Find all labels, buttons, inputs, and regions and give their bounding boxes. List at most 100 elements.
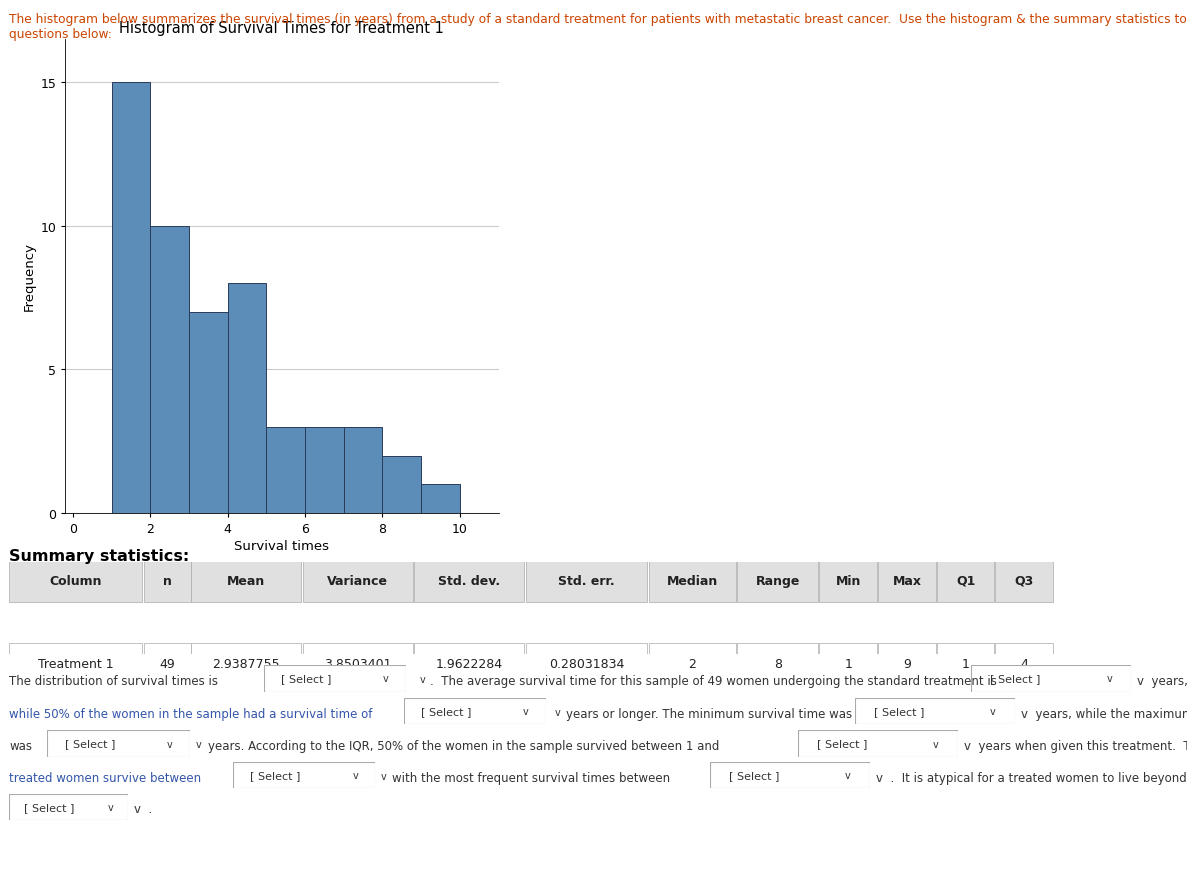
Text: 2.9387755: 2.9387755 <box>212 657 280 670</box>
Text: Treatment 1: Treatment 1 <box>38 657 114 670</box>
FancyBboxPatch shape <box>819 643 877 684</box>
Text: Column: Column <box>50 574 102 587</box>
Text: Std. err.: Std. err. <box>558 574 615 587</box>
Text: v: v <box>353 770 358 781</box>
Text: v: v <box>196 739 202 749</box>
Text: [ Select ]: [ Select ] <box>817 738 868 749</box>
FancyBboxPatch shape <box>47 730 190 757</box>
Bar <box>305 428 344 514</box>
Text: .  The average survival time for this sample of 49 women undergoing the standard: . The average survival time for this sam… <box>430 674 997 687</box>
Text: v: v <box>933 738 939 749</box>
FancyBboxPatch shape <box>233 762 375 788</box>
FancyBboxPatch shape <box>649 558 736 602</box>
FancyBboxPatch shape <box>264 666 406 692</box>
FancyBboxPatch shape <box>649 643 736 684</box>
Text: v: v <box>420 674 426 684</box>
Text: n: n <box>163 574 172 587</box>
FancyBboxPatch shape <box>9 558 142 602</box>
Text: v: v <box>381 771 387 781</box>
Text: 9: 9 <box>903 657 910 670</box>
FancyBboxPatch shape <box>191 643 301 684</box>
Text: treated women survive between: treated women survive between <box>9 771 202 784</box>
FancyBboxPatch shape <box>526 643 647 684</box>
Text: Variance: Variance <box>328 574 388 587</box>
Bar <box>112 83 151 514</box>
FancyBboxPatch shape <box>878 643 935 684</box>
Text: with the most frequent survival times between: with the most frequent survival times be… <box>392 771 669 784</box>
Text: Q3: Q3 <box>1015 574 1034 587</box>
Text: v: v <box>1106 673 1112 684</box>
FancyBboxPatch shape <box>526 558 647 602</box>
Text: 2: 2 <box>688 657 697 670</box>
Y-axis label: Frequency: Frequency <box>24 242 37 311</box>
Text: 8: 8 <box>774 657 781 670</box>
Text: v  years,: v years, <box>1137 674 1187 687</box>
Bar <box>151 227 189 514</box>
Text: v  years when given this treatment.  Typically,: v years when given this treatment. Typic… <box>964 739 1187 752</box>
Text: Mean: Mean <box>227 574 266 587</box>
Title: Histogram of Survival Times for Treatment 1: Histogram of Survival Times for Treatmen… <box>120 20 444 36</box>
Text: Min: Min <box>836 574 861 587</box>
Text: v: v <box>554 707 560 716</box>
FancyBboxPatch shape <box>404 698 546 724</box>
FancyBboxPatch shape <box>303 558 413 602</box>
FancyBboxPatch shape <box>819 558 877 602</box>
Text: Median: Median <box>667 574 718 587</box>
Bar <box>189 313 228 514</box>
FancyBboxPatch shape <box>145 558 191 602</box>
Text: The distribution of survival times is: The distribution of survival times is <box>9 674 218 687</box>
Text: years. According to the IQR, 50% of the women in the sample survived between 1 a: years. According to the IQR, 50% of the … <box>208 739 719 752</box>
Text: The histogram below summarizes the survival times (in years) from a study of a s: The histogram below summarizes the survi… <box>9 13 1187 26</box>
Text: Q1: Q1 <box>956 574 976 587</box>
FancyBboxPatch shape <box>937 643 995 684</box>
FancyBboxPatch shape <box>414 558 525 602</box>
Text: [ Select ]: [ Select ] <box>990 673 1041 684</box>
Text: questions below:: questions below: <box>9 28 113 41</box>
FancyBboxPatch shape <box>996 558 1053 602</box>
FancyBboxPatch shape <box>9 794 128 820</box>
Text: while 50% of the women in the sample had a survival time of: while 50% of the women in the sample had… <box>9 707 373 720</box>
Text: [ Select ]: [ Select ] <box>874 706 925 716</box>
Text: v  .  It is atypical for a treated women to live beyond: v . It is atypical for a treated women t… <box>876 771 1187 784</box>
Bar <box>382 457 421 514</box>
Bar <box>344 428 382 514</box>
FancyBboxPatch shape <box>737 643 818 684</box>
FancyBboxPatch shape <box>303 643 413 684</box>
Text: 3.8503401: 3.8503401 <box>324 657 392 670</box>
Text: v: v <box>990 706 996 716</box>
FancyBboxPatch shape <box>9 643 142 684</box>
FancyBboxPatch shape <box>996 643 1053 684</box>
Text: was: was <box>9 739 32 752</box>
Text: Summary statistics:: Summary statistics: <box>9 549 190 564</box>
Bar <box>421 485 459 514</box>
Text: Max: Max <box>893 574 921 587</box>
Text: 4: 4 <box>1021 657 1028 670</box>
Text: v: v <box>383 673 389 684</box>
Text: v  .: v . <box>134 802 152 816</box>
FancyBboxPatch shape <box>737 558 818 602</box>
FancyBboxPatch shape <box>145 643 191 684</box>
Text: v  years, while the maximum: v years, while the maximum <box>1021 707 1187 720</box>
Text: [ Select ]: [ Select ] <box>24 802 74 812</box>
Bar <box>228 284 266 514</box>
Text: v: v <box>167 738 173 749</box>
Text: 1: 1 <box>844 657 852 670</box>
Text: 1: 1 <box>961 657 970 670</box>
Text: [ Select ]: [ Select ] <box>420 706 471 716</box>
Text: Range: Range <box>755 574 800 587</box>
FancyBboxPatch shape <box>878 558 935 602</box>
Text: 0.28031834: 0.28031834 <box>548 657 624 670</box>
Text: [ Select ]: [ Select ] <box>729 770 780 781</box>
Text: Std. dev.: Std. dev. <box>438 574 501 587</box>
Text: v: v <box>108 802 114 812</box>
FancyBboxPatch shape <box>191 558 301 602</box>
Text: [ Select ]: [ Select ] <box>64 738 115 749</box>
FancyBboxPatch shape <box>937 558 995 602</box>
Text: years or longer. The minimum survival time was: years or longer. The minimum survival ti… <box>566 707 852 720</box>
FancyBboxPatch shape <box>710 762 870 788</box>
Text: v: v <box>523 706 529 716</box>
X-axis label: Survival times: Survival times <box>234 540 330 553</box>
Text: [ Select ]: [ Select ] <box>280 673 331 684</box>
Text: 49: 49 <box>160 657 176 670</box>
Text: 1.9622284: 1.9622284 <box>436 657 503 670</box>
